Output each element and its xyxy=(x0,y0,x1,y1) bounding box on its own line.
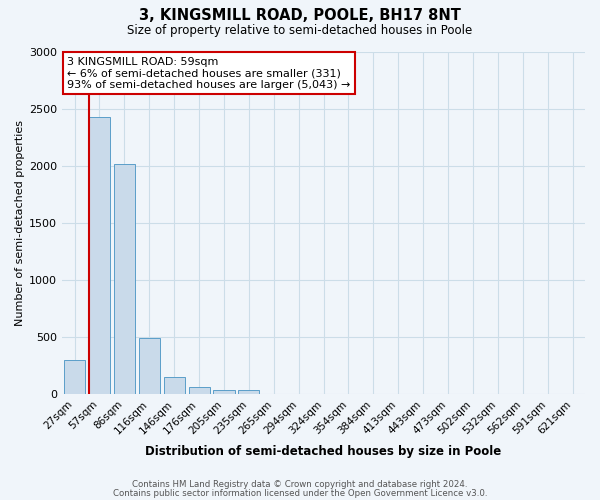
Bar xyxy=(164,376,185,394)
Bar xyxy=(139,338,160,394)
Bar xyxy=(64,360,85,394)
Text: 3 KINGSMILL ROAD: 59sqm
← 6% of semi-detached houses are smaller (331)
93% of se: 3 KINGSMILL ROAD: 59sqm ← 6% of semi-det… xyxy=(67,56,351,90)
Bar xyxy=(114,164,135,394)
Y-axis label: Number of semi-detached properties: Number of semi-detached properties xyxy=(15,120,25,326)
Bar xyxy=(188,387,209,394)
Bar xyxy=(89,116,110,394)
Text: Size of property relative to semi-detached houses in Poole: Size of property relative to semi-detach… xyxy=(127,24,473,37)
Text: 3, KINGSMILL ROAD, POOLE, BH17 8NT: 3, KINGSMILL ROAD, POOLE, BH17 8NT xyxy=(139,8,461,22)
Bar xyxy=(214,390,235,394)
X-axis label: Distribution of semi-detached houses by size in Poole: Distribution of semi-detached houses by … xyxy=(145,444,502,458)
Text: Contains public sector information licensed under the Open Government Licence v3: Contains public sector information licen… xyxy=(113,488,487,498)
Text: Contains HM Land Registry data © Crown copyright and database right 2024.: Contains HM Land Registry data © Crown c… xyxy=(132,480,468,489)
Bar xyxy=(238,390,259,394)
